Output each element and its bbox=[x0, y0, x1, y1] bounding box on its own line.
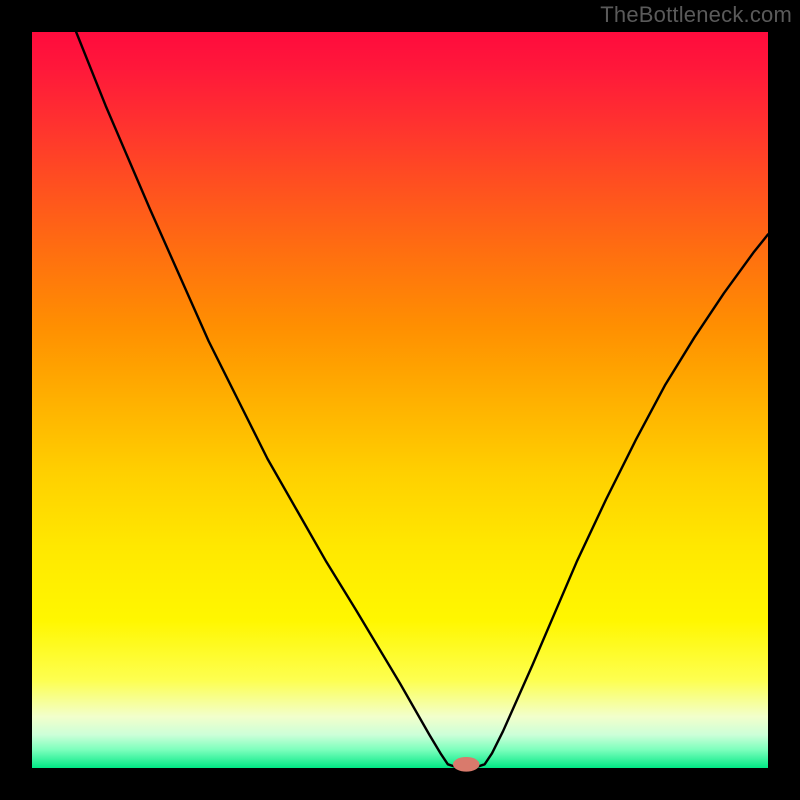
bottleneck-chart bbox=[0, 0, 800, 800]
optimal-point-marker bbox=[453, 757, 479, 772]
chart-container: TheBottleneck.com bbox=[0, 0, 800, 800]
watermark-label: TheBottleneck.com bbox=[600, 2, 792, 28]
